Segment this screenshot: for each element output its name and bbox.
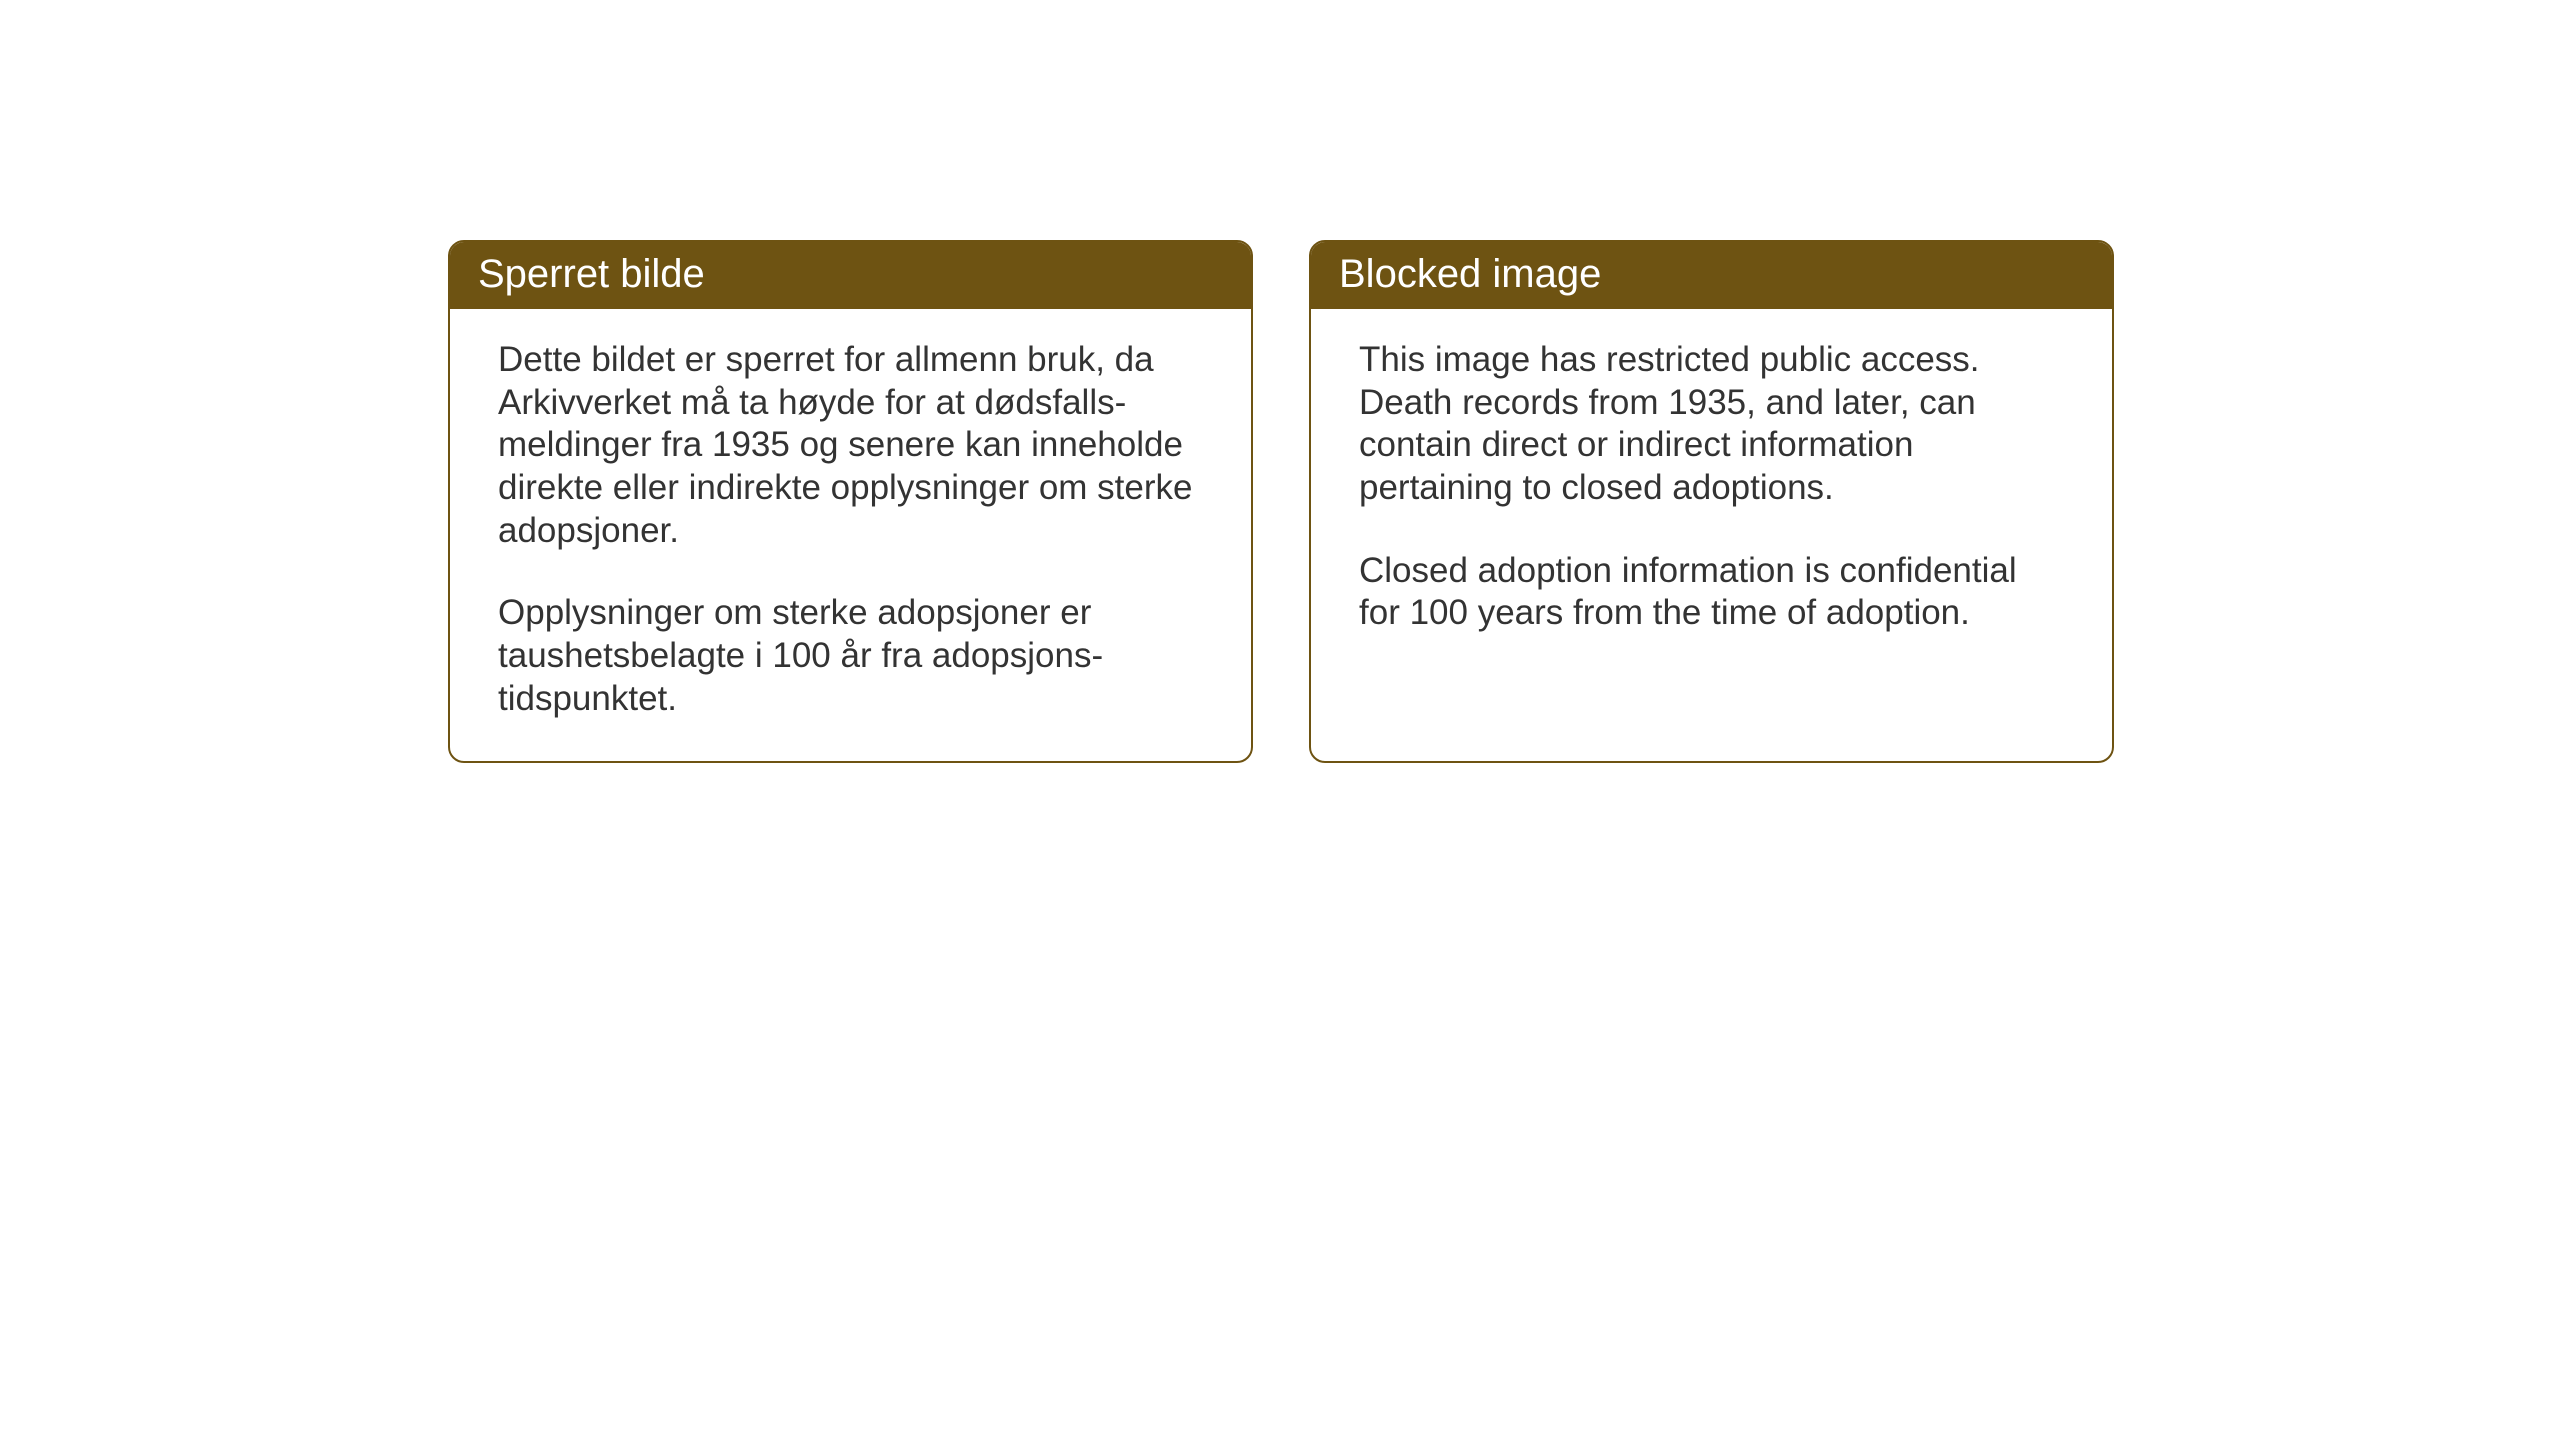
paragraph-english-1: This image has restricted public access.…: [1359, 339, 2064, 510]
card-title-norwegian: Sperret bilde: [478, 252, 705, 296]
card-header-norwegian: Sperret bilde: [450, 242, 1251, 309]
paragraph-norwegian-2: Opplysninger om sterke adopsjoner er tau…: [498, 592, 1203, 720]
card-body-norwegian: Dette bildet er sperret for allmenn bruk…: [450, 309, 1251, 761]
notice-container: Sperret bilde Dette bildet er sperret fo…: [448, 240, 2114, 763]
card-body-english: This image has restricted public access.…: [1311, 309, 2112, 709]
card-title-english: Blocked image: [1339, 252, 1601, 296]
card-header-english: Blocked image: [1311, 242, 2112, 309]
paragraph-english-2: Closed adoption information is confident…: [1359, 550, 2064, 635]
notice-card-norwegian: Sperret bilde Dette bildet er sperret fo…: [448, 240, 1253, 763]
paragraph-norwegian-1: Dette bildet er sperret for allmenn bruk…: [498, 339, 1203, 552]
notice-card-english: Blocked image This image has restricted …: [1309, 240, 2114, 763]
